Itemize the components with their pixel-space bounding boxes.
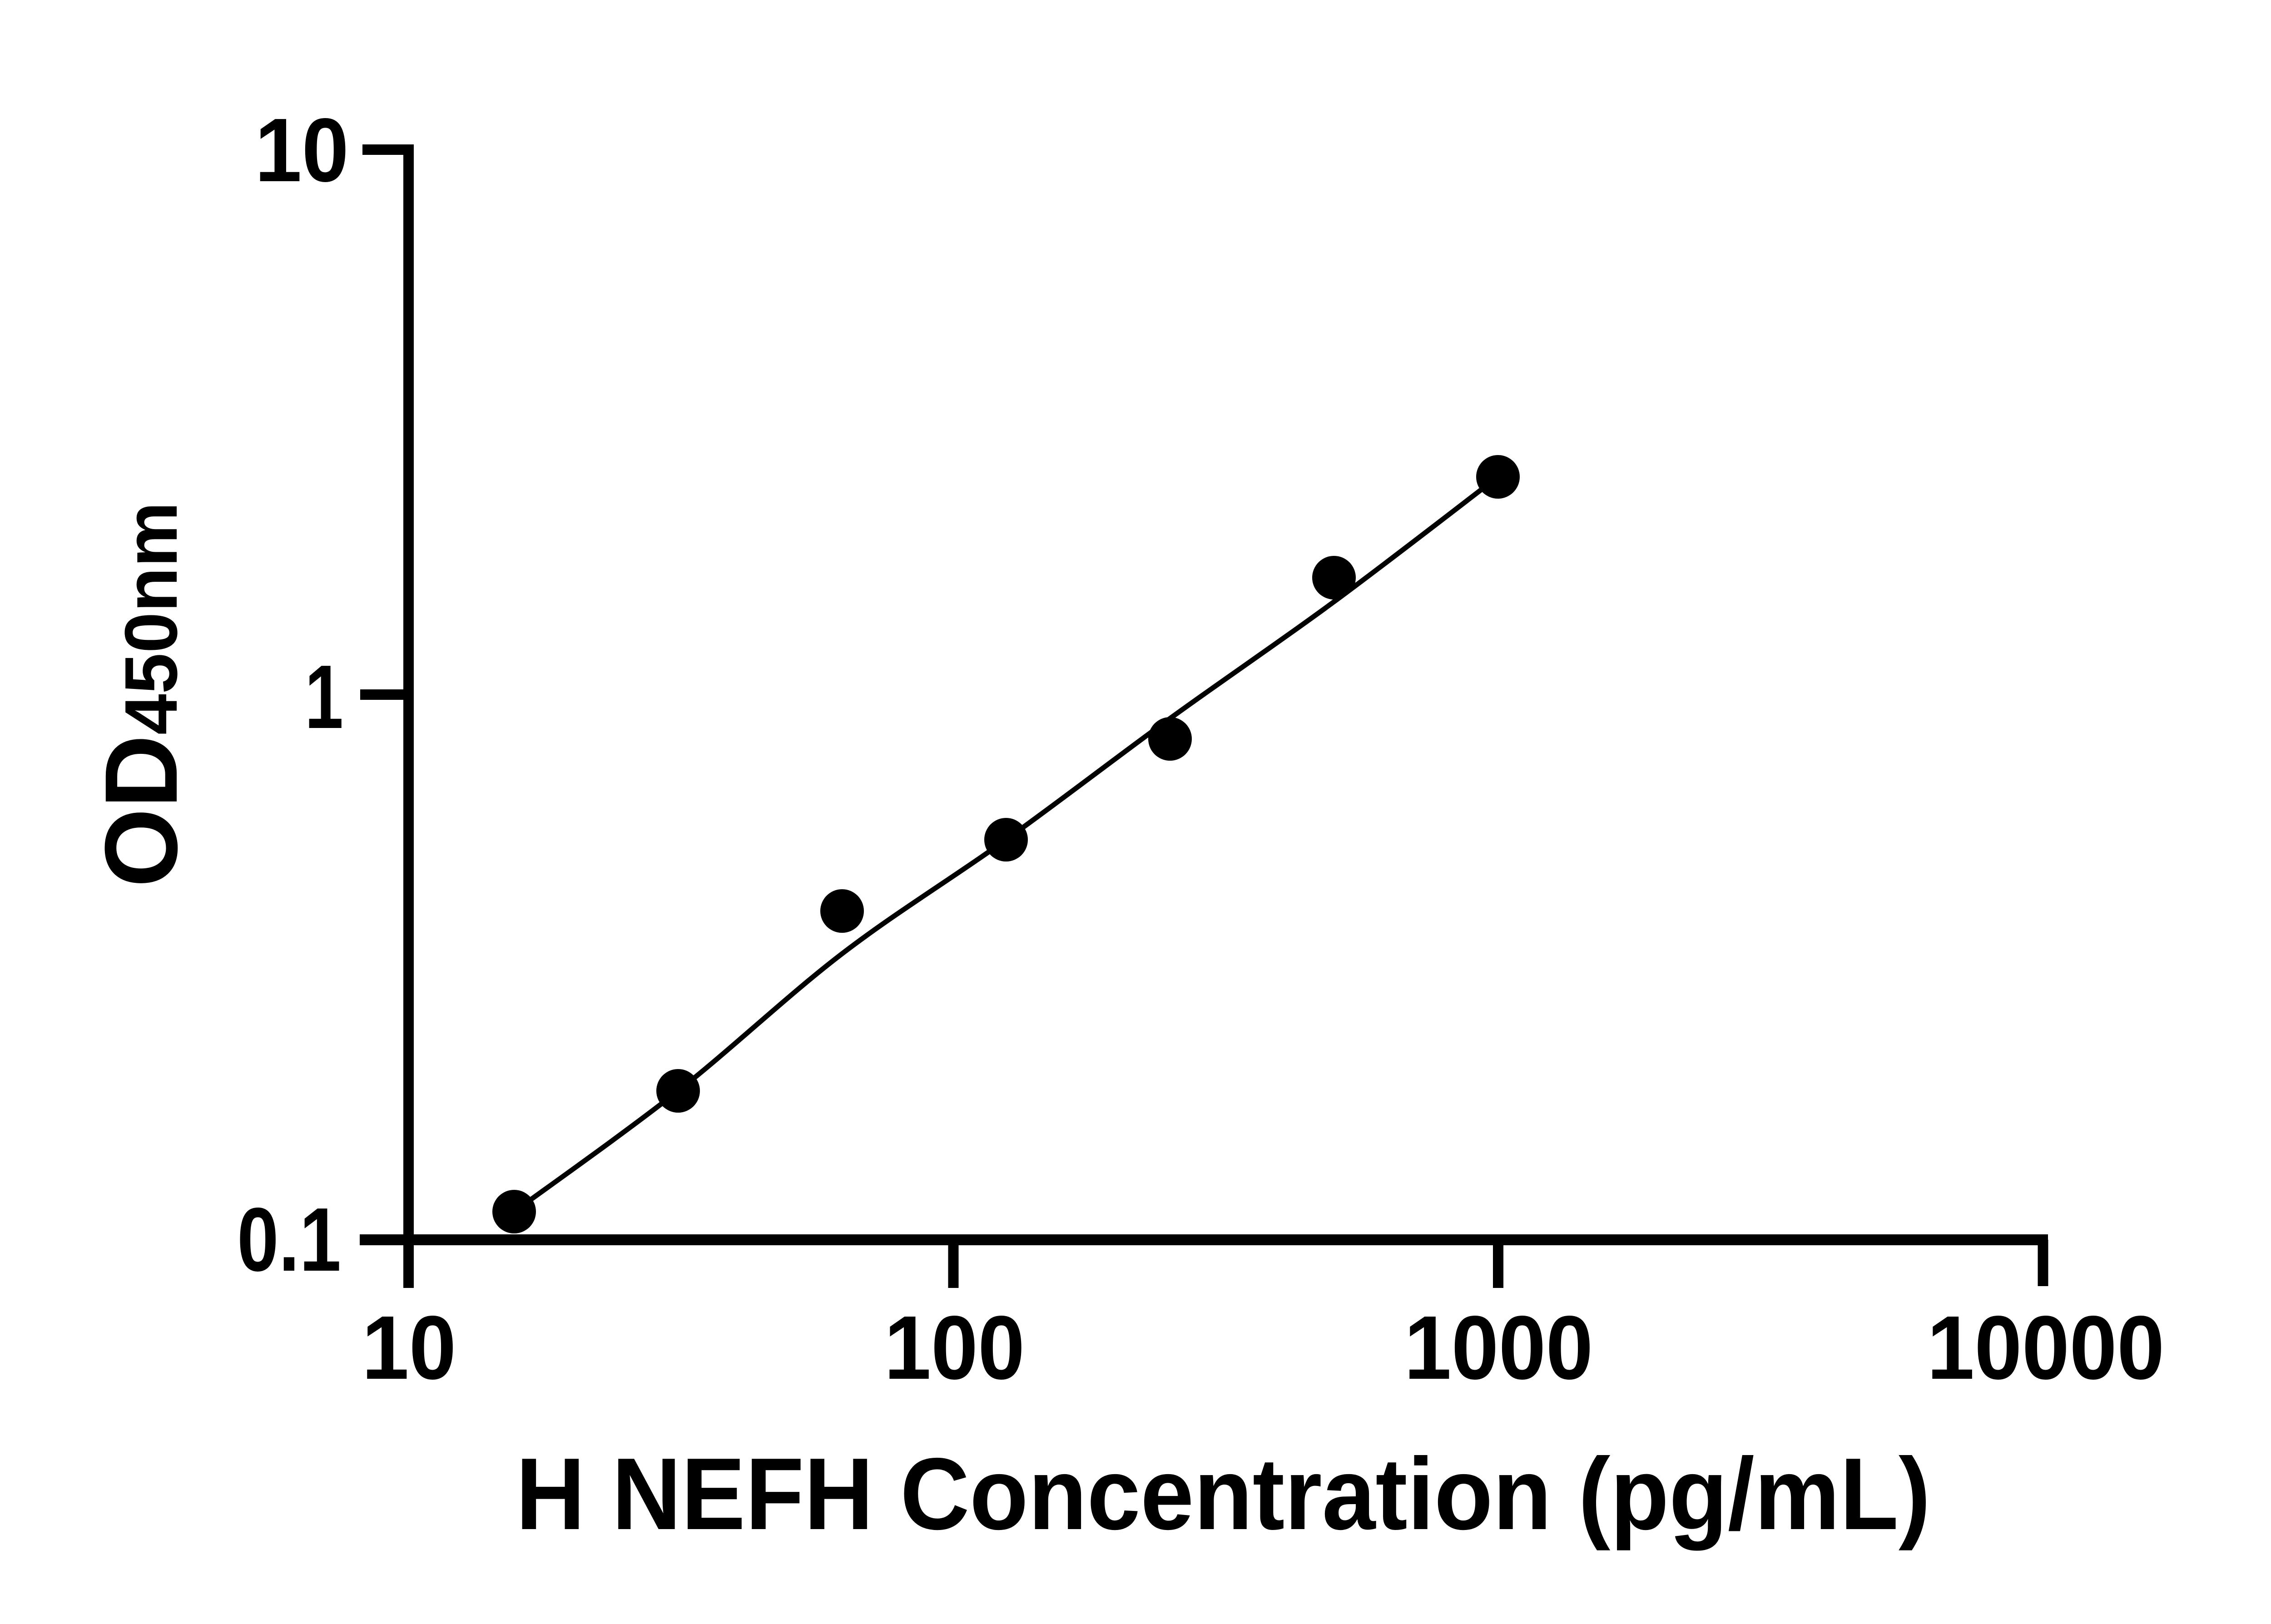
svg-text:1: 1 xyxy=(305,647,343,748)
svg-text:1000: 1000 xyxy=(1404,1297,1593,1398)
svg-text:0.1: 0.1 xyxy=(237,1189,341,1290)
svg-text:10000: 10000 xyxy=(1927,1297,2165,1398)
svg-text:H NEFH Concentration (pg/mL): H NEFH Concentration (pg/mL) xyxy=(516,1436,1931,1551)
svg-text:10: 10 xyxy=(255,100,349,201)
svg-text:100: 100 xyxy=(884,1297,1025,1398)
svg-text:OD450nm: OD450nm xyxy=(84,502,199,887)
svg-text:10: 10 xyxy=(362,1297,456,1398)
